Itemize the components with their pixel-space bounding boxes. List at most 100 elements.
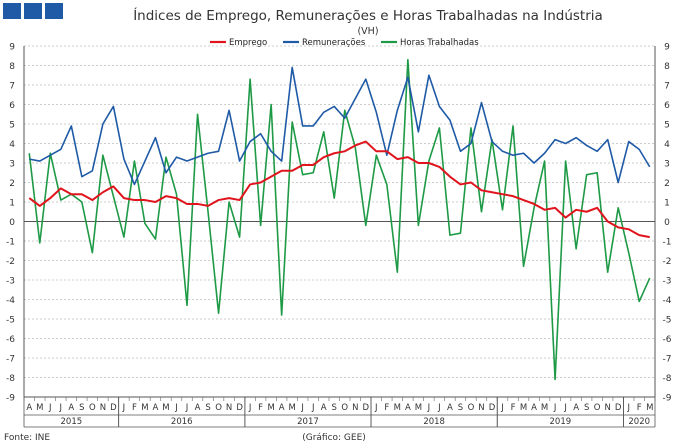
x-tick-label: A bbox=[68, 403, 74, 413]
x-tick-label: D bbox=[363, 403, 370, 413]
x-tick-label: J bbox=[553, 403, 557, 413]
x-tick-label: J bbox=[563, 403, 567, 413]
x-tick-label: N bbox=[352, 403, 358, 413]
logo-block-3 bbox=[45, 3, 63, 19]
x-tick-label: M bbox=[141, 403, 148, 413]
y-tick-label: 7 bbox=[9, 82, 15, 92]
x-tick-label: D bbox=[110, 403, 117, 413]
x-tick-label: M bbox=[36, 403, 43, 413]
y-tick-label: -3 bbox=[6, 277, 15, 287]
y-tick-label: -9 bbox=[663, 394, 672, 404]
x-tick-label: J bbox=[427, 403, 431, 413]
x-tick-label: N bbox=[100, 403, 106, 413]
x-tick-label: A bbox=[279, 403, 285, 413]
x-tick-label: S bbox=[458, 403, 463, 413]
x-tick-label: A bbox=[195, 403, 201, 413]
year-label: 2018 bbox=[423, 417, 445, 427]
chart-title: Índices de Emprego, Remunerações e Horas… bbox=[133, 7, 603, 24]
series-line-remuneracoes bbox=[29, 66, 651, 186]
y-tick-label: -8 bbox=[663, 374, 672, 384]
y-tick-label: -6 bbox=[6, 335, 15, 345]
gridlines bbox=[23, 45, 656, 398]
year-label: 2020 bbox=[628, 417, 650, 427]
y-tick-label: 8 bbox=[9, 62, 15, 72]
x-tick-label: F bbox=[384, 403, 389, 413]
y-tick-label: 9 bbox=[9, 43, 15, 53]
x-tick-label: M bbox=[394, 403, 401, 413]
y-tick-label: 4 bbox=[9, 140, 15, 150]
y-axis-left: 9 8 7 6 5 4 3 2 1 0 -1 -2 -3 -4 -5 -6 -7 -8 -9 bbox=[6, 43, 15, 404]
x-tick-label: J bbox=[300, 403, 304, 413]
y-tick-label: -7 bbox=[6, 355, 15, 365]
y-tick-label: 6 bbox=[664, 101, 670, 111]
logo-block-2 bbox=[24, 3, 42, 19]
x-tick-label: O bbox=[594, 403, 601, 413]
y-tick-label: 5 bbox=[664, 121, 670, 131]
y-tick-label: -7 bbox=[663, 355, 672, 365]
x-tick-label: O bbox=[215, 403, 222, 413]
x-tick-label: A bbox=[405, 403, 411, 413]
y-tick-label: 7 bbox=[664, 82, 670, 92]
y-tick-label: -2 bbox=[6, 257, 15, 267]
x-tick-label: D bbox=[236, 403, 243, 413]
legend-label-horas-trabalhadas: Horas Trabalhadas bbox=[400, 38, 479, 48]
y-tick-label: 9 bbox=[664, 43, 670, 53]
x-tick-label: F bbox=[511, 403, 516, 413]
x-tick-label: J bbox=[500, 403, 504, 413]
year-label: 2019 bbox=[550, 417, 572, 427]
y-axis-right: 9 8 7 6 5 4 3 2 1 0 -1 -2 -3 -4 -5 -6 -7 -8 -9 bbox=[663, 43, 672, 404]
x-tick-label: S bbox=[79, 403, 84, 413]
series-lines bbox=[28, 58, 651, 381]
x-tick-label: O bbox=[468, 403, 475, 413]
x-tick-label: M bbox=[162, 403, 169, 413]
x-tick-label: S bbox=[332, 403, 337, 413]
y-tick-label: -5 bbox=[6, 316, 15, 326]
y-tick-label: 3 bbox=[664, 160, 670, 170]
year-label: 2015 bbox=[61, 417, 83, 427]
x-tick-label: A bbox=[321, 403, 327, 413]
source-label: Fonte: INE bbox=[4, 433, 50, 443]
x-tick-label: A bbox=[447, 403, 453, 413]
x-tick-label: J bbox=[248, 403, 252, 413]
x-tick-label: J bbox=[174, 403, 178, 413]
y-tick-label: -9 bbox=[6, 394, 15, 404]
x-tick-label: J bbox=[59, 403, 63, 413]
x-tick-label: M bbox=[541, 403, 548, 413]
y-tick-label: -4 bbox=[663, 296, 672, 306]
x-tick-label: J bbox=[311, 403, 315, 413]
x-tick-label: F bbox=[637, 403, 642, 413]
y-tick-label: -2 bbox=[663, 257, 672, 267]
y-tick-label: 1 bbox=[9, 199, 15, 209]
x-tick-label: A bbox=[26, 403, 32, 413]
y-tick-label: 6 bbox=[9, 101, 15, 111]
x-tick-label: O bbox=[89, 403, 96, 413]
x-tick-label: J bbox=[437, 403, 441, 413]
x-tick-label: F bbox=[132, 403, 137, 413]
x-tick-label: J bbox=[122, 403, 126, 413]
x-tick-label: S bbox=[584, 403, 589, 413]
x-tick-label: M bbox=[289, 403, 296, 413]
x-tick-label: J bbox=[626, 403, 630, 413]
y-tick-label: -8 bbox=[6, 374, 15, 384]
x-tick-label: M bbox=[267, 403, 274, 413]
x-tick-label: D bbox=[489, 403, 496, 413]
x-tick-label: J bbox=[48, 403, 52, 413]
x-tick-label: A bbox=[531, 403, 537, 413]
x-tick-label: M bbox=[415, 403, 422, 413]
y-tick-label: -3 bbox=[663, 277, 672, 287]
y-tick-label: 4 bbox=[664, 140, 670, 150]
x-tick-label: N bbox=[226, 403, 232, 413]
x-tick-label: A bbox=[153, 403, 159, 413]
x-tick-label: J bbox=[185, 403, 189, 413]
y-tick-label: -4 bbox=[6, 296, 15, 306]
x-tick-label: A bbox=[573, 403, 579, 413]
year-label: 2017 bbox=[297, 417, 319, 427]
y-tick-label: 2 bbox=[9, 179, 15, 189]
credit-label: (Gráfico: GEE) bbox=[302, 433, 366, 443]
series-line-emprego bbox=[28, 140, 650, 239]
x-tick-label: M bbox=[646, 403, 653, 413]
y-tick-label: 8 bbox=[664, 62, 670, 72]
x-tick-label: N bbox=[604, 403, 610, 413]
